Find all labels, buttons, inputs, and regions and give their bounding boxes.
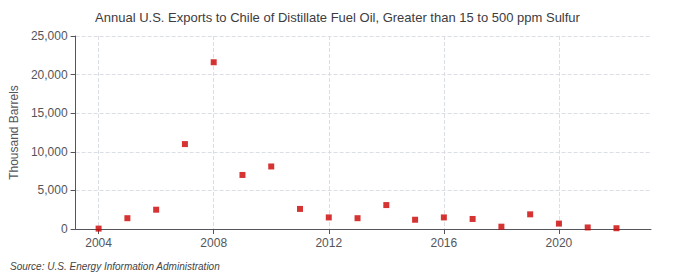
svg-text:15,000: 15,000 bbox=[31, 106, 68, 120]
svg-text:5,000: 5,000 bbox=[38, 183, 68, 197]
svg-text:Source: U.S. Energy Informatio: Source: U.S. Energy Information Administ… bbox=[10, 261, 220, 272]
svg-text:25,000: 25,000 bbox=[31, 29, 68, 43]
svg-text:Annual U.S. Exports to Chile o: Annual U.S. Exports to Chile of Distilla… bbox=[95, 10, 581, 25]
svg-text:2004: 2004 bbox=[85, 236, 112, 250]
svg-text:2008: 2008 bbox=[200, 236, 227, 250]
svg-text:20,000: 20,000 bbox=[31, 68, 68, 82]
svg-text:10,000: 10,000 bbox=[31, 145, 68, 159]
svg-text:2012: 2012 bbox=[315, 236, 342, 250]
svg-text:2016: 2016 bbox=[431, 236, 458, 250]
svg-text:0: 0 bbox=[61, 222, 68, 236]
svg-text:Thousand Barrels: Thousand Barrels bbox=[7, 85, 21, 180]
svg-text:2020: 2020 bbox=[546, 236, 573, 250]
